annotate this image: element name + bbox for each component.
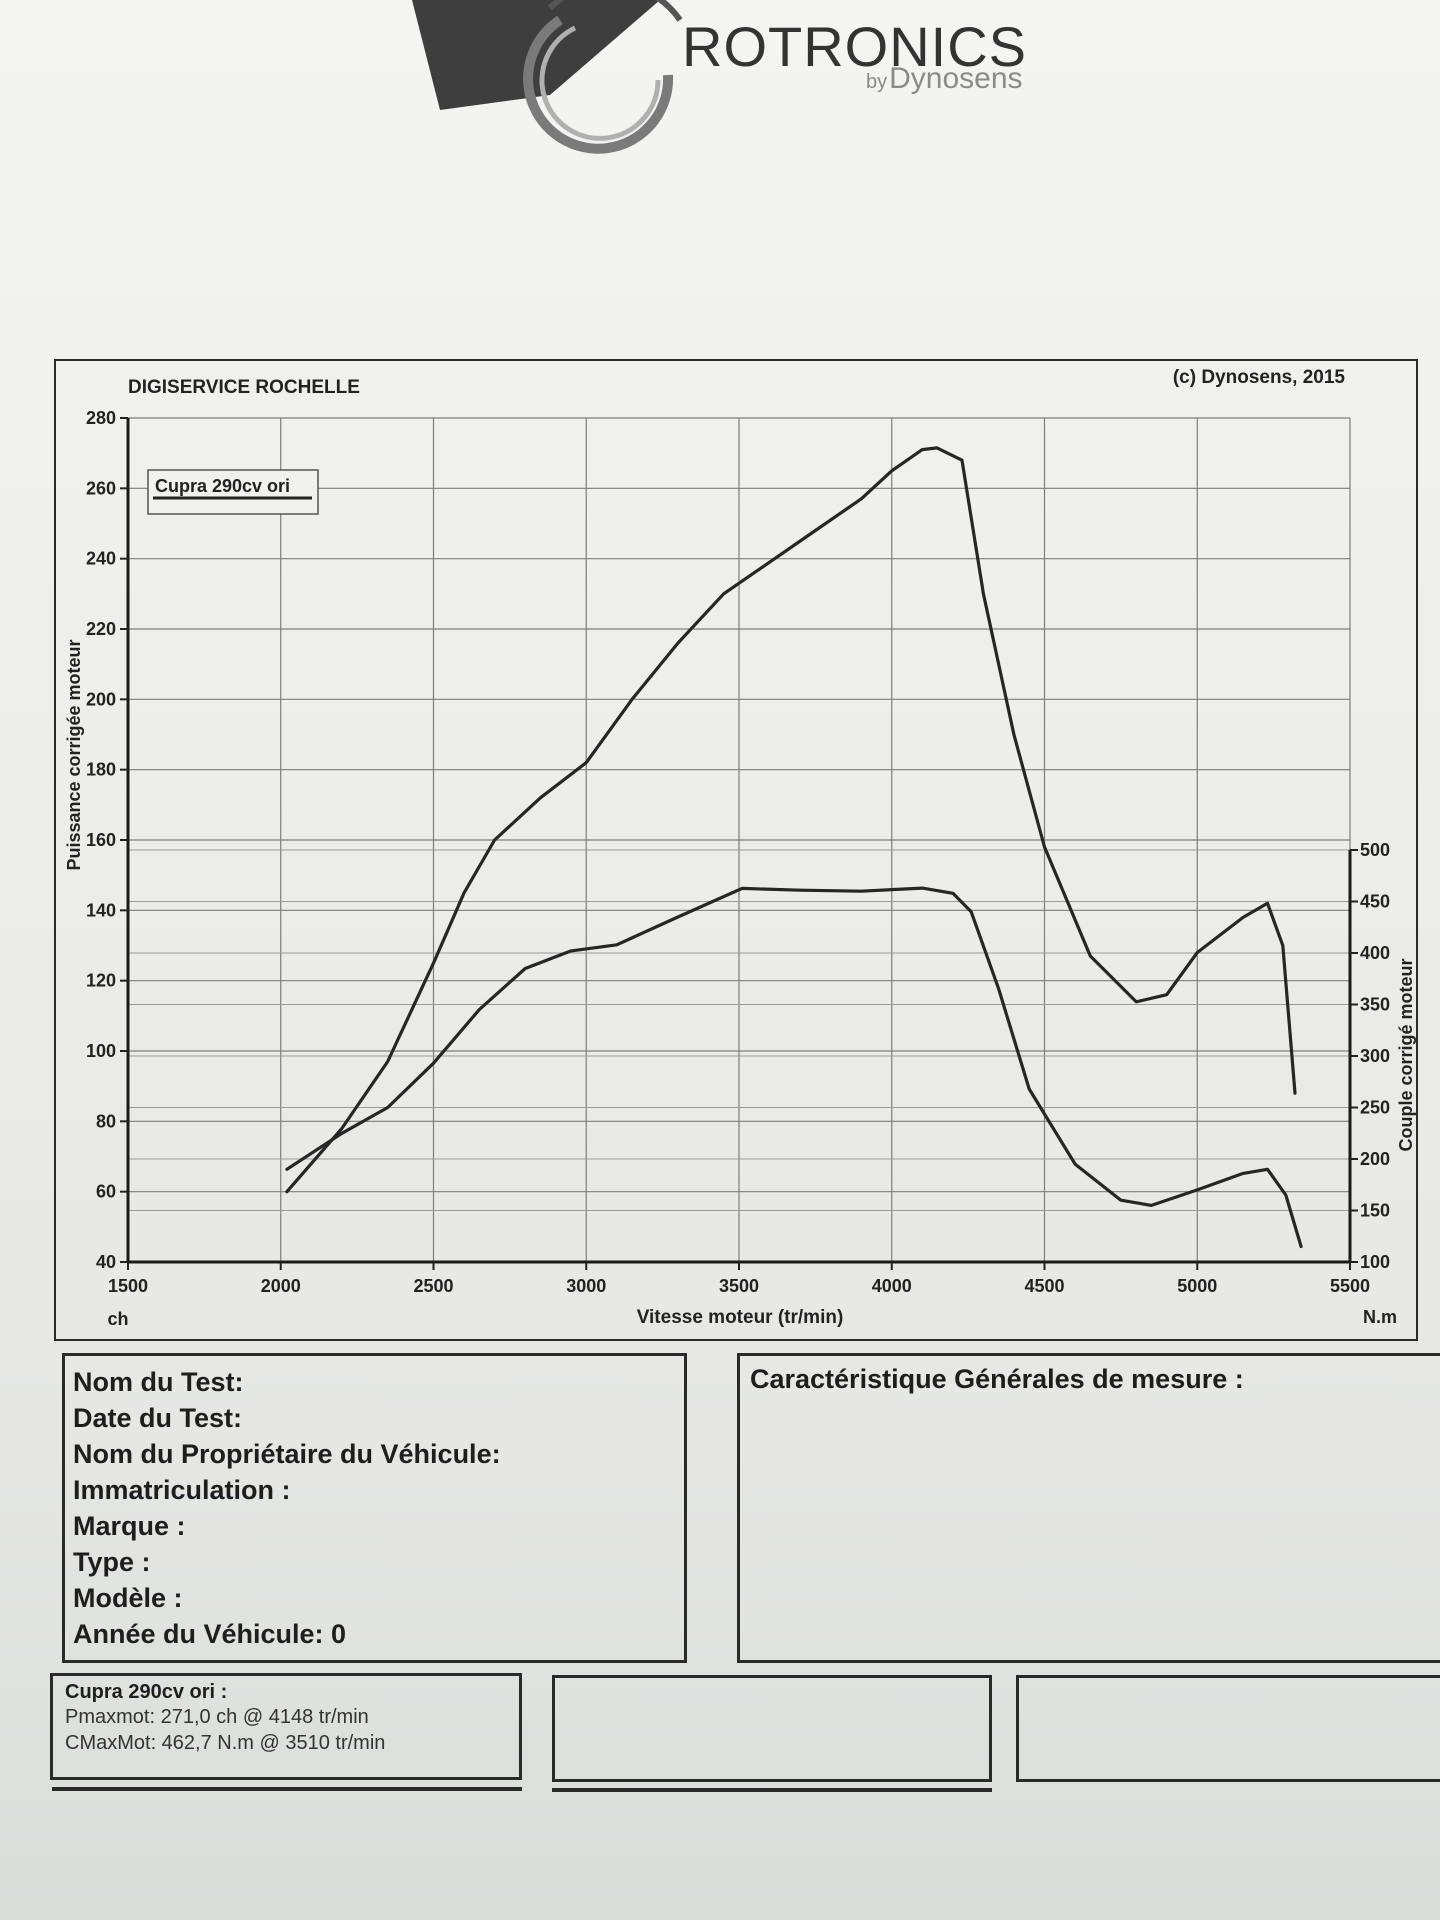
y-tick-label-left: 140 — [86, 900, 116, 920]
brand-name: ROTRONICS — [682, 15, 1027, 78]
brand-subtitle: byDynosens — [866, 62, 1023, 96]
underline-2 — [552, 1788, 992, 1792]
legend-label: Cupra 290cv ori — [155, 476, 290, 496]
chart-lines — [285, 446, 1303, 1249]
chart-frame — [54, 359, 1418, 1341]
y-tick-label-left: 180 — [86, 760, 116, 780]
y-tick-label-left: 80 — [96, 1111, 116, 1131]
chart-copyright: (c) Dynosens, 2015 — [1173, 367, 1346, 388]
unit-left: ch — [107, 1309, 128, 1329]
test-date-label: Date du Test: — [73, 1403, 243, 1433]
type-label: Type : — [73, 1547, 151, 1577]
y-tick-label-right: 250 — [1360, 1098, 1390, 1118]
y-tick-label-right: 450 — [1360, 892, 1390, 912]
y-tick-label-right: 350 — [1360, 995, 1390, 1015]
empty-result-panel-2 — [552, 1675, 992, 1782]
x-tick-label: 3000 — [566, 1276, 606, 1296]
x-tick-label: 3500 — [719, 1276, 759, 1296]
x-tick-label: 4000 — [872, 1276, 912, 1296]
year-label: Année du Véhicule: 0 — [73, 1619, 347, 1649]
x-axis-label: Vitesse moteur (tr/min) — [637, 1307, 844, 1328]
test-name-label: Nom du Test: — [73, 1367, 244, 1397]
y-tick-label-right: 500 — [1360, 840, 1390, 860]
x-tick-label: 1500 — [108, 1276, 148, 1296]
y-tick-label-left: 240 — [86, 549, 116, 569]
brand-label: Marque : — [73, 1511, 186, 1541]
brand-by: by — [866, 71, 888, 93]
y-tick-label-left: 40 — [96, 1252, 116, 1272]
y-tick-label-right: 100 — [1360, 1252, 1390, 1272]
y-tick-label-left: 100 — [86, 1041, 116, 1061]
x-tick-label: 5000 — [1177, 1276, 1217, 1296]
y-axis-label-right: Couple corrigé moteur — [1396, 958, 1416, 1151]
y-tick-label-left: 60 — [96, 1182, 116, 1202]
chart-ticks: 1500 2000 2500 3000 3500 4000 4500 5000 5500 40 60… — [86, 408, 1390, 1296]
model-label: Modèle : — [73, 1583, 183, 1613]
y-axis-label-left: Puissance corrigée moteur — [64, 639, 84, 870]
result-pmax: Pmaxmot: 271,0 ch @ 4148 tr/min — [65, 1706, 369, 1728]
rotronics-logo — [412, 0, 683, 154]
y-tick-label-left: 260 — [86, 478, 116, 498]
empty-result-panel-3 — [1016, 1675, 1440, 1782]
chart-workshop: DIGISERVICE ROCHELLE — [128, 377, 360, 398]
test-info-panel: Nom du Test: Date du Test: Nom du Propri… — [62, 1353, 687, 1663]
result-cmax: CMaxMot: 462,7 N.m @ 3510 tr/min — [65, 1732, 386, 1754]
measurement-panel: Caractéristique Générales de mesure : — [737, 1353, 1440, 1663]
x-tick-label: 4500 — [1024, 1276, 1064, 1296]
series-line-couple — [285, 886, 1303, 1249]
y-tick-label-right: 300 — [1360, 1046, 1390, 1066]
registration-label: Immatriculation : — [73, 1475, 291, 1505]
chart-grid — [127, 417, 1351, 1263]
result-panel: Cupra 290cv ori : Pmaxmot: 271,0 ch @ 41… — [50, 1673, 522, 1780]
unit-right: N.m — [1363, 1307, 1397, 1327]
underline-1 — [52, 1787, 522, 1791]
y-tick-label-right: 400 — [1360, 943, 1390, 963]
y-tick-label-right: 150 — [1360, 1201, 1390, 1221]
dyno-chart: 1500 2000 2500 3000 3500 4000 4500 5000 5500 40 60… — [54, 359, 1418, 1341]
brand-dynosens: Dynosens — [889, 62, 1023, 95]
y-tick-label-left: 200 — [86, 689, 116, 709]
x-tick-label: 5500 — [1330, 1276, 1370, 1296]
owner-label: Nom du Propriétaire du Véhicule: — [73, 1439, 501, 1469]
y-tick-label-left: 120 — [86, 971, 116, 991]
result-title: Cupra 290cv ori : — [65, 1681, 228, 1703]
y-tick-label-left: 160 — [86, 830, 116, 850]
y-tick-label-left: 220 — [86, 619, 116, 639]
x-tick-label: 2500 — [413, 1276, 453, 1296]
legend-box — [147, 469, 319, 515]
y-tick-label-right: 200 — [1360, 1149, 1390, 1169]
series-line-puissance — [285, 446, 1297, 1194]
x-tick-label: 2000 — [261, 1276, 301, 1296]
measurement-title: Caractéristique Générales de mesure : — [750, 1364, 1244, 1394]
y-tick-label-left: 280 — [86, 408, 116, 428]
